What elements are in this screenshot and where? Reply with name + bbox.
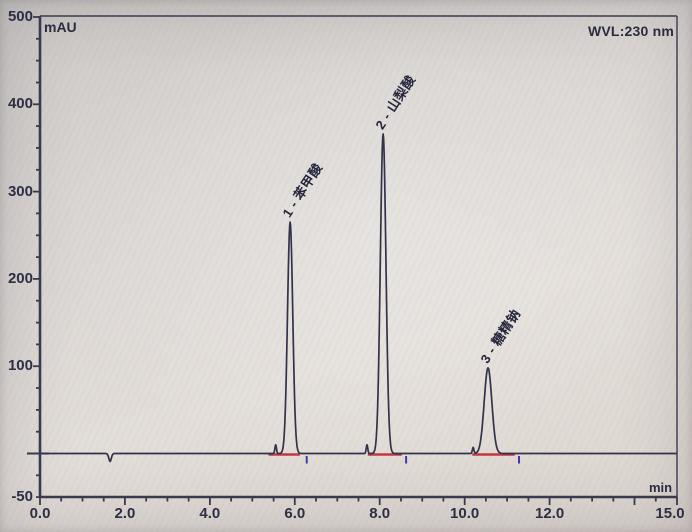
- x-axis-tick-label: 2.0: [114, 505, 136, 522]
- x-axis-tick-label: 8.0: [369, 505, 391, 522]
- y-axis-tick-label: 400: [7, 95, 33, 113]
- x-axis-tick-label: 12.0: [534, 505, 565, 522]
- y-axis-tick-label: -50: [11, 488, 33, 506]
- x-axis-unit-label: min: [649, 480, 673, 495]
- x-axis-tick-label: 6.0: [284, 505, 306, 522]
- y-axis-tick-label: 300: [7, 182, 33, 200]
- wavelength-annotation: WVL:230 nm: [587, 23, 674, 39]
- x-axis-tick-label: 10.0: [450, 505, 480, 522]
- signal-trace: [39, 133, 678, 463]
- x-axis-tick-label: 0.0: [29, 505, 51, 522]
- y-axis-unit-label: mAU: [44, 19, 77, 35]
- x-axis-tick-label: 4.0: [199, 505, 221, 522]
- x-axis-tick-label: 15.0: [655, 505, 685, 522]
- y-axis-tick-label: 100: [7, 357, 33, 375]
- y-axis-tick-label: 500: [7, 8, 33, 25]
- y-axis-tick-label: 200: [7, 269, 33, 287]
